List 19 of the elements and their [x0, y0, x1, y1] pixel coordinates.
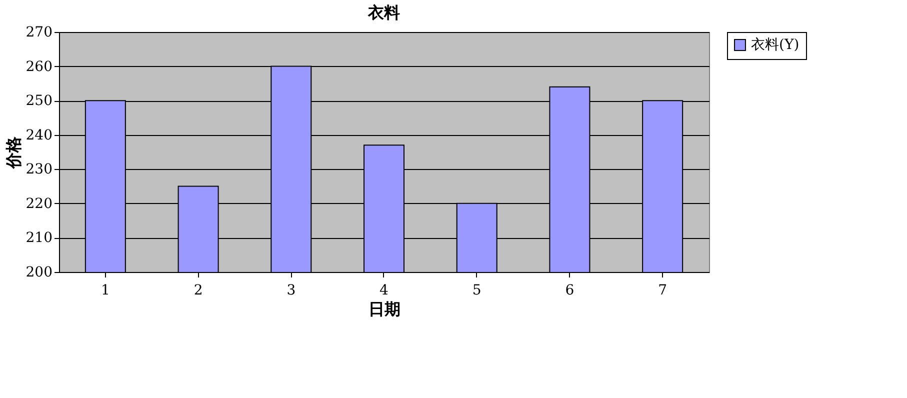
legend-label: 衣料(Y): [751, 37, 800, 53]
x-tick-label: 6: [565, 282, 574, 298]
x-tick-label: 1: [100, 282, 110, 298]
x-tick-label: 4: [380, 282, 389, 298]
y-tick-label: 210: [26, 230, 52, 246]
y-tick-label: 250: [26, 93, 52, 110]
y-tick-label: 240: [26, 127, 52, 144]
x-tick-label: 7: [658, 282, 668, 298]
x-tick-label: 3: [286, 282, 296, 298]
x-axis-title: 日期: [368, 300, 400, 318]
y-tick-label: 230: [26, 162, 52, 178]
y-tick-label: 220: [26, 196, 52, 212]
chart-title: 衣料: [367, 3, 400, 22]
y-axis-title: 价格: [4, 136, 23, 170]
y-tick-label: 270: [26, 24, 52, 40]
y-tick-label: 260: [26, 58, 52, 75]
x-tick-label: 5: [472, 282, 482, 298]
y-tick-label: 200: [26, 264, 52, 280]
x-tick-label: 2: [194, 282, 203, 298]
